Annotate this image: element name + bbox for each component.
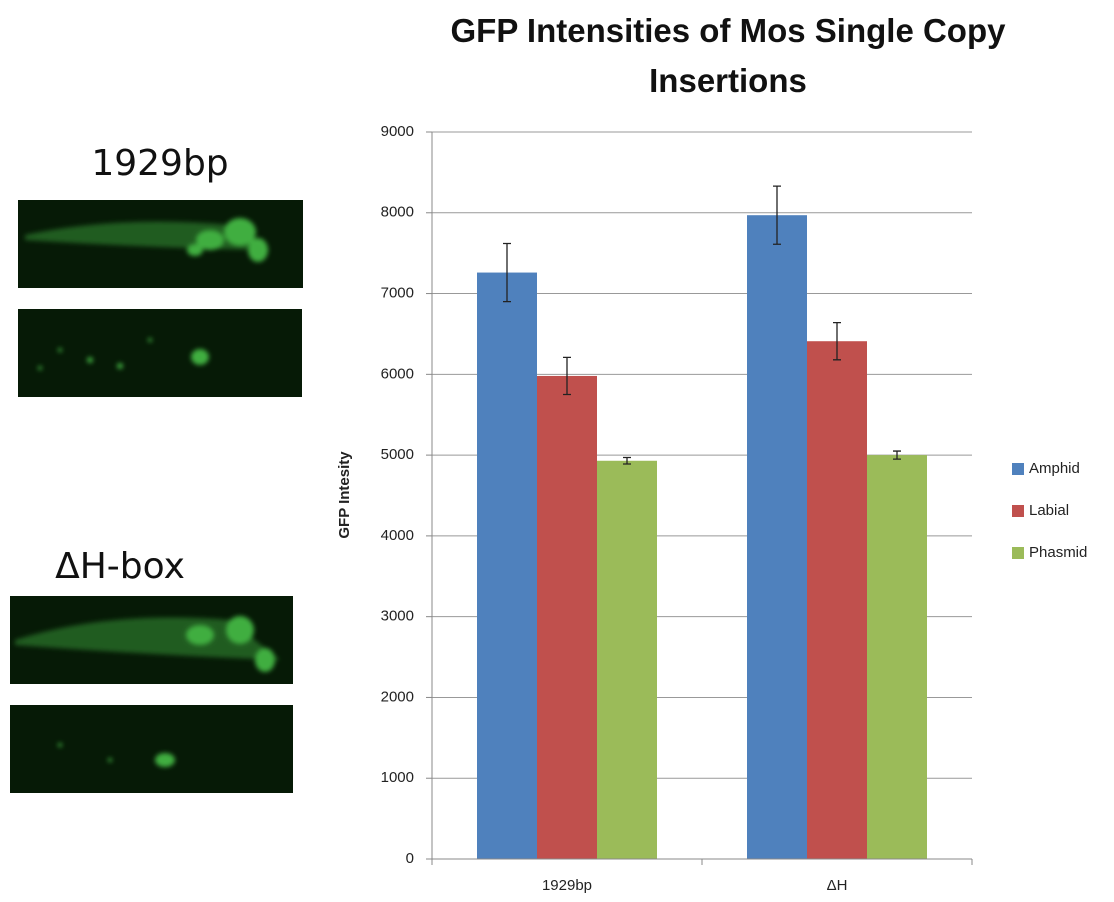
bar bbox=[597, 461, 657, 859]
micrograph bbox=[10, 705, 293, 793]
y-tick-label: 2000 bbox=[381, 688, 414, 705]
legend-swatch bbox=[1012, 505, 1024, 517]
legend-label: Amphid bbox=[1029, 460, 1080, 477]
y-tick-label: 9000 bbox=[381, 123, 414, 140]
legend-swatch bbox=[1012, 547, 1024, 559]
bar bbox=[747, 215, 807, 859]
legend-label: Phasmid bbox=[1029, 544, 1087, 561]
y-tick-label: 5000 bbox=[381, 446, 414, 463]
y-tick-label: 8000 bbox=[381, 204, 414, 221]
x-tick-label: ΔH bbox=[827, 877, 848, 894]
chart: 1929bp ΔH-box GFP Intesity 0 1000 2000 3000… bbox=[0, 0, 1114, 902]
legend-label: Labial bbox=[1029, 502, 1069, 519]
bar bbox=[537, 376, 597, 859]
y-tick-label: 4000 bbox=[381, 527, 414, 544]
y-tick-label: 7000 bbox=[381, 285, 414, 302]
y-axis-label: GFP Intesity bbox=[336, 451, 353, 539]
legend-swatch bbox=[1012, 463, 1024, 475]
y-tick-label: 0 bbox=[406, 850, 414, 867]
bar bbox=[867, 455, 927, 859]
y-tick-label: 1000 bbox=[381, 769, 414, 786]
y-tick-label: 6000 bbox=[381, 365, 414, 382]
bar bbox=[477, 273, 537, 859]
micrographs bbox=[10, 200, 303, 793]
panel-label: 1929bp bbox=[91, 143, 228, 184]
page: {"panels": [{"label": "1929bp"}, {"label… bbox=[0, 0, 1114, 902]
micrograph bbox=[18, 309, 302, 397]
bar bbox=[807, 341, 867, 859]
panel-label: ΔH-box bbox=[55, 546, 185, 587]
x-tick-label: 1929bp bbox=[542, 877, 592, 894]
y-tick-label: 3000 bbox=[381, 608, 414, 625]
